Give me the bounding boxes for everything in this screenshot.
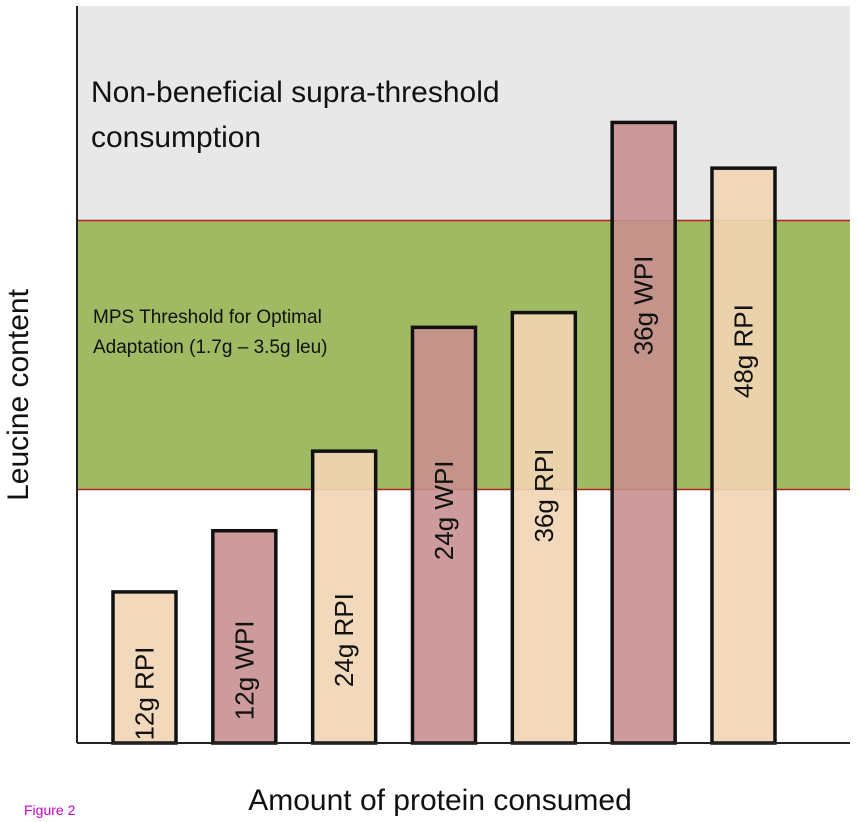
x-axis-label: Amount of protein consumed bbox=[248, 784, 632, 817]
y-axis-label: Leucine content bbox=[2, 288, 35, 500]
supra-zone-label-line-1: Non-beneficial supra-threshold bbox=[91, 76, 500, 109]
bar-label-36g-rpi: 36g RPI bbox=[529, 449, 559, 543]
figure-label: Figure 2 bbox=[24, 802, 76, 818]
bar-label-24g-rpi: 24g RPI bbox=[329, 593, 359, 687]
supra-zone-label-line-2: consumption bbox=[91, 121, 261, 154]
bar-label-12g-rpi: 12g RPI bbox=[130, 647, 160, 741]
bar-12g-wpi bbox=[211, 528, 278, 745]
bar-label-24g-wpi: 24g WPI bbox=[429, 460, 459, 560]
bar-12g-rpi bbox=[111, 590, 178, 745]
threshold-zone-label-line-1: MPS Threshold for Optimal bbox=[93, 307, 322, 328]
bar-36g-rpi bbox=[510, 310, 578, 745]
bar-label-48g-rpi: 48g RPI bbox=[728, 304, 758, 398]
bars-group: 12g RPI 12g WPI 24g RPI 24g WPI 36g RPI 36g W… bbox=[111, 120, 777, 745]
bar-24g-wpi bbox=[410, 325, 478, 745]
bar-label-12g-wpi: 12g WPI bbox=[229, 620, 259, 720]
bar-label-36g-wpi: 36g WPI bbox=[629, 256, 659, 356]
bar-24g-rpi bbox=[310, 449, 378, 745]
bar-48g-rpi bbox=[710, 166, 777, 745]
bar-36g-wpi bbox=[610, 120, 677, 745]
threshold-zone-label-line-2: Adaptation (1.7g – 3.5g leu) bbox=[93, 337, 328, 358]
